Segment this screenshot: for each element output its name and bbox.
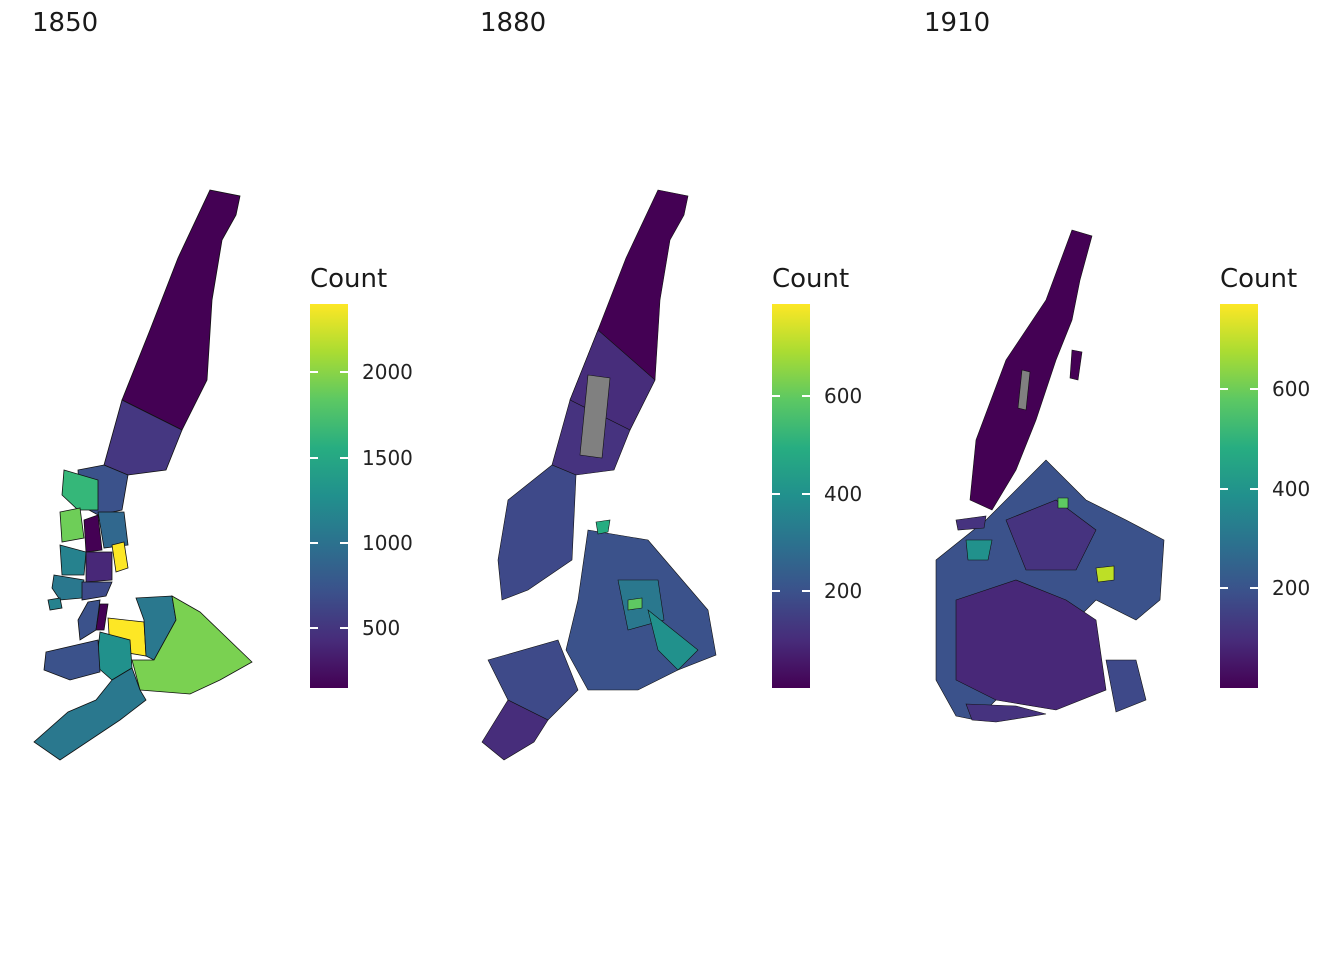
- legend-tick-right: [340, 627, 348, 630]
- legend-title: Count: [310, 264, 388, 294]
- legend-tick-left: [772, 589, 780, 592]
- map-panel-1850: 1850: [0, 0, 448, 960]
- tract: [969, 229, 1093, 511]
- legend-1880: Count 200 400 600: [772, 264, 892, 694]
- choropleth-map-1910: [935, 229, 1165, 723]
- legend-tick-right: [802, 492, 810, 495]
- panel-title: 1880: [480, 8, 547, 38]
- legend-tick-label: 1500: [362, 445, 413, 470]
- tract: [97, 511, 129, 549]
- tract: [481, 699, 549, 761]
- tract: [95, 603, 109, 631]
- tract: [111, 541, 129, 573]
- tract: [647, 609, 699, 671]
- legend-tick-left: [1220, 587, 1228, 590]
- tract: [59, 507, 85, 543]
- legend-tick-left: [310, 456, 318, 459]
- panel-title: 1850: [32, 8, 99, 38]
- tract: [85, 551, 113, 583]
- tract: [579, 374, 611, 459]
- tract: [955, 515, 987, 531]
- legend-1910: Count 200 400 600: [1220, 264, 1340, 694]
- panel-title: 1910: [924, 8, 991, 38]
- tract: [487, 639, 579, 721]
- tract: [103, 399, 183, 476]
- tract: [43, 639, 101, 681]
- choropleth-map-1850: [33, 189, 253, 761]
- tract: [965, 539, 993, 561]
- legend-title: Count: [772, 264, 850, 294]
- legend-tick-right: [340, 456, 348, 459]
- legend-tick-right: [1250, 487, 1258, 490]
- tract: [59, 544, 87, 576]
- tract: [1105, 659, 1147, 713]
- tract: [1005, 499, 1097, 571]
- tract: [33, 667, 147, 761]
- legend-title: Count: [1220, 264, 1298, 294]
- legend-tick-label: 2000: [362, 360, 413, 385]
- tract: [497, 464, 577, 601]
- legend-1850: Count 500 1000 1500 2000: [310, 264, 440, 694]
- color-bar: [772, 304, 810, 688]
- tract: [47, 597, 63, 611]
- legend-tick-label: 600: [824, 384, 863, 409]
- choropleth-map-1880: [481, 189, 717, 761]
- tract: [1017, 369, 1031, 411]
- tract: [121, 189, 241, 431]
- tract: [1095, 565, 1115, 583]
- legend-tick-label: 200: [1272, 576, 1311, 601]
- tract: [81, 581, 113, 601]
- legend-tick-label: 500: [362, 616, 401, 641]
- tract: [83, 514, 103, 553]
- legend-tick-left: [772, 395, 780, 398]
- tract: [627, 597, 643, 611]
- color-bar: [310, 304, 348, 688]
- tract: [61, 469, 99, 511]
- color-bar: [1220, 304, 1258, 688]
- legend-tick-left: [310, 627, 318, 630]
- legend-tick-left: [310, 541, 318, 544]
- legend-tick-right: [340, 371, 348, 374]
- legend-tick-label: 200: [824, 578, 863, 603]
- legend-tick-left: [310, 371, 318, 374]
- tract: [595, 519, 611, 535]
- tract: [77, 599, 101, 641]
- tract: [1069, 349, 1083, 381]
- tract: [131, 595, 253, 695]
- legend-tick-right: [340, 541, 348, 544]
- tract: [965, 703, 1047, 723]
- legend-tick-right: [1250, 387, 1258, 390]
- legend-tick-left: [772, 492, 780, 495]
- legend-tick-label: 400: [824, 481, 863, 506]
- legend-tick-right: [802, 395, 810, 398]
- map-panel-1910: 1910 Count 200 400 600: [896, 0, 1344, 960]
- tract: [51, 574, 85, 601]
- map-panel-1880: 1880 Count 200 400 600: [448, 0, 896, 960]
- legend-tick-label: 600: [1272, 376, 1311, 401]
- tract: [1057, 497, 1069, 509]
- tract: [955, 579, 1107, 711]
- legend-tick-left: [1220, 487, 1228, 490]
- legend-tick-right: [1250, 587, 1258, 590]
- legend-tick-right: [802, 589, 810, 592]
- legend-tick-left: [1220, 387, 1228, 390]
- legend-tick-label: 1000: [362, 530, 413, 555]
- legend-tick-label: 400: [1272, 476, 1311, 501]
